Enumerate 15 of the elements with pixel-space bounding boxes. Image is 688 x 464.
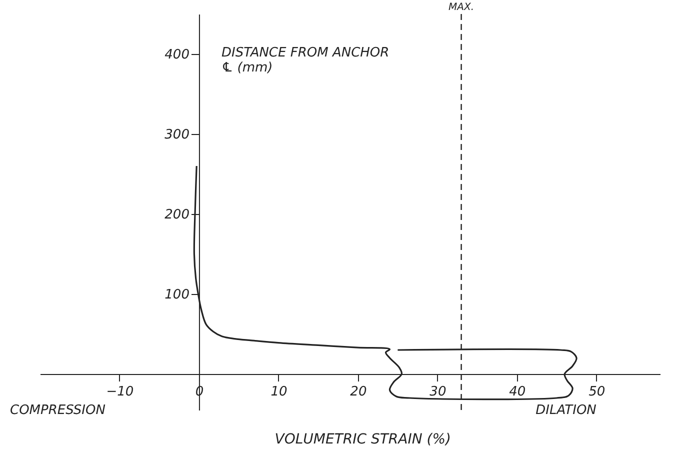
ref-line-label: MAX. [448,2,474,13]
y-tick-label: 300 [164,128,190,142]
x-tick-label: 50 [588,384,606,400]
x-tick-label: 30 [430,384,446,400]
y-tick-label: 200 [164,208,190,222]
annotation: COMPRESSION [10,403,106,418]
annotation: DILATION [536,403,597,418]
y-tick-label: 400 [164,48,190,62]
y-tick-label: 100 [164,288,190,302]
y-axis-title: DISTANCE FROM ANCHOR ℄ (mm) [221,46,390,76]
x-tick-label: −10 [106,384,134,400]
x-tick-label: 40 [509,384,526,400]
x-tick-label: 20 [350,384,367,400]
x-axis-title: VOLUMETRIC STRAIN (%) [274,432,452,448]
x-tick-label: 10 [270,384,288,400]
